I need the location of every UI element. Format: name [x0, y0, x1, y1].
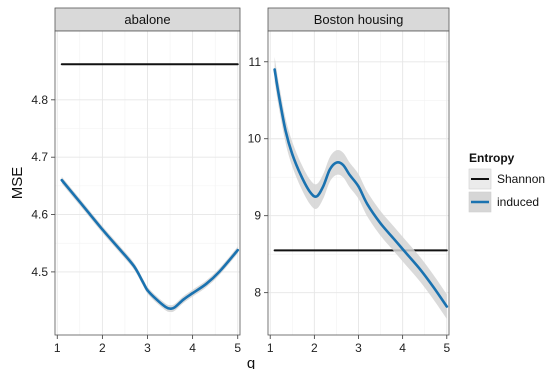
x-tick-label: 3 — [355, 341, 362, 355]
panel-border-0 — [54, 30, 241, 336]
y-tick-label: 4.7 — [31, 150, 48, 164]
strip-label-0: abalone — [124, 12, 170, 27]
panel-border-1 — [267, 30, 450, 336]
x-tick-label: 3 — [144, 341, 151, 355]
x-tick-label: 5 — [443, 341, 450, 355]
y-tick-label: 10 — [248, 132, 262, 146]
panel-0: abalone 1 2 3 4 5 4.5 4.6 4.7 4.8 — [31, 7, 241, 355]
y-tick-label: 4.8 — [31, 93, 48, 107]
x-tick-label: 5 — [234, 341, 241, 355]
y-tick-label: 8 — [254, 286, 261, 300]
x-tick-label: 2 — [99, 341, 106, 355]
panels: abalone 1 2 3 4 5 4.5 4.6 4.7 4.8 Boston housing 1 2… — [31, 7, 450, 355]
series-induced-line-1 — [273, 68, 449, 308]
strip-label-1: Boston housing — [314, 12, 404, 27]
panel-1: Boston housing 1 2 3 4 5 8 9 10 11 — [248, 7, 450, 355]
y-tick-label: 4.5 — [31, 265, 48, 279]
y-tick-label: 9 — [254, 209, 261, 223]
x-tick-label: 4 — [399, 341, 406, 355]
y-tick-label: 11 — [249, 55, 262, 69]
x-tick-label: 1 — [267, 341, 274, 355]
x-tick-label: 4 — [189, 341, 196, 355]
x-tick-label: 2 — [311, 341, 318, 355]
y-axis-label: MSE — [9, 167, 26, 200]
legend-label-shannon: Shannon — [497, 172, 545, 186]
legend: Entropy Shannon induced — [468, 151, 545, 213]
legend-label-induced: induced — [497, 195, 539, 209]
series-induced-line-0 — [60, 178, 240, 310]
legend-key-shannon — [468, 168, 492, 190]
x-axis-label: q — [247, 355, 255, 369]
x-tick-label: 1 — [54, 341, 61, 355]
y-tick-label: 4.6 — [31, 208, 48, 222]
legend-key-induced — [468, 191, 492, 213]
legend-title: Entropy — [469, 151, 515, 165]
